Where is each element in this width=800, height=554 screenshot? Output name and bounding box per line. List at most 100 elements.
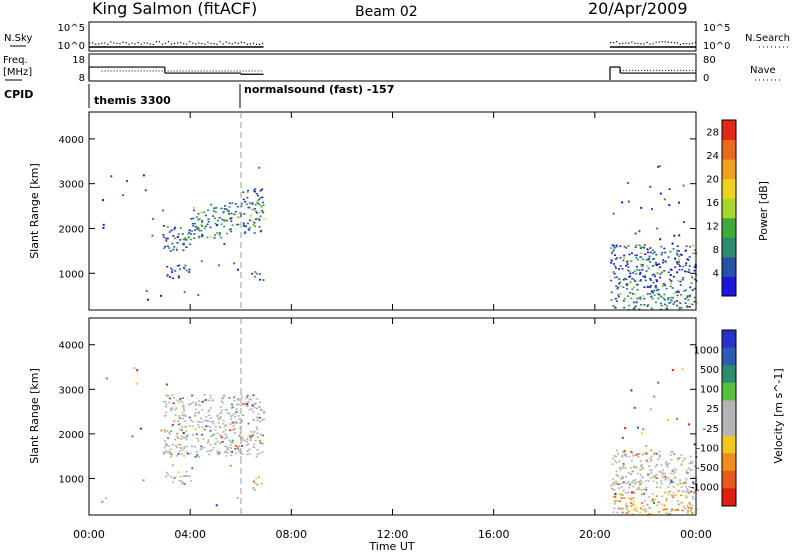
power-cell [690,275,693,278]
power-cell [216,219,219,222]
velocity-cell [669,490,672,493]
power-cell [636,254,639,257]
velocity-colorbar-swatch [722,347,736,366]
power-cell [680,254,683,256]
velocity-cell [199,448,202,451]
velocity-cell [681,501,684,504]
velocity-cell [641,453,644,456]
velocity-cell [256,416,259,419]
y-tick-label: 1000 [59,269,84,280]
velocity-cell [198,411,201,413]
velocity-cell [217,421,220,424]
power-cell [203,227,206,230]
power-cell [230,220,233,223]
velocity-cell [258,439,261,442]
velocity-cell [166,395,169,397]
power-cell [639,246,642,248]
velocity-cell [627,471,630,474]
velocity-cell [249,431,252,433]
power-cell [625,246,628,249]
power-colorbar-swatch [722,139,736,160]
power-cell [678,260,681,263]
power-cell [623,306,626,309]
velocity-cell [614,459,617,462]
nsearch-point [658,41,660,43]
velocity-cell [248,408,251,411]
velocity-cell [684,507,687,510]
power-cell [185,246,188,248]
power-cell [667,297,670,299]
velocity-cell [163,452,166,454]
velocity-cell [169,453,172,455]
power-cell [258,225,261,228]
velocity-cell [194,411,197,414]
velocity-cell [686,504,689,507]
velocity-cell [675,468,678,471]
velocity-cell [644,511,647,513]
velocity-cell [625,507,628,509]
velocity-cell [687,467,690,470]
power-cell [182,243,185,246]
power-cell [242,222,245,224]
velocity-cell [660,503,663,505]
power-cell [227,210,230,213]
velocity-cell [195,408,198,411]
velocity-cell [623,453,626,456]
velocity-cell [211,399,214,402]
power-cell [652,281,655,284]
velocity-cell [635,507,638,509]
station-title: King Salmon (fitACF) [92,0,257,18]
velocity-cell [640,507,643,510]
power-colorbar-frame [721,119,737,297]
velocity-cell [662,469,665,472]
velocity-cell [178,415,181,417]
power-cell [246,189,249,192]
power-cell [647,258,650,260]
power-cell [657,165,660,168]
velocity-cell [180,447,183,449]
power-cell [669,285,672,288]
velocity-cell [660,482,663,485]
velocity-cell [255,426,258,429]
power-cell [643,304,646,306]
velocity-cell [677,457,680,460]
power-cell [627,245,630,247]
power-cell [688,305,691,308]
velocity-cell [202,438,205,440]
power-cell [252,224,255,226]
velocity-cell [687,506,690,509]
power-cell [684,298,687,300]
power-cell [258,273,261,275]
velocity-cell [690,490,693,493]
velocity-cell [184,425,187,428]
power-cell [621,201,624,204]
power-cell [168,231,171,233]
power-cell [194,229,197,232]
power-cell [182,249,185,252]
velocity-cell [642,509,645,511]
power-cell [663,198,666,201]
power-cell [214,222,217,225]
power-cell [622,300,625,302]
velocity-cell [621,511,624,514]
freq-series [88,66,696,80]
velocity-cell [204,419,207,422]
velocity-cell [179,428,182,431]
power-cell [258,219,261,222]
noise-series [89,41,697,48]
velocity-cell [194,403,197,405]
velocity-cell [224,429,227,431]
velocity-cell [178,450,181,452]
velocity-cell [672,481,675,483]
power-cell [626,261,629,263]
velocity-cell [612,481,615,484]
nsearch-point [170,43,173,45]
power-cell [256,202,259,204]
velocity-colorbar-frame [721,329,737,507]
power-cell [632,272,635,274]
power-cell [652,291,655,294]
power-cell [649,185,652,188]
power-cell [629,275,632,278]
velocity-cell [177,471,180,473]
power-cell [640,263,643,266]
